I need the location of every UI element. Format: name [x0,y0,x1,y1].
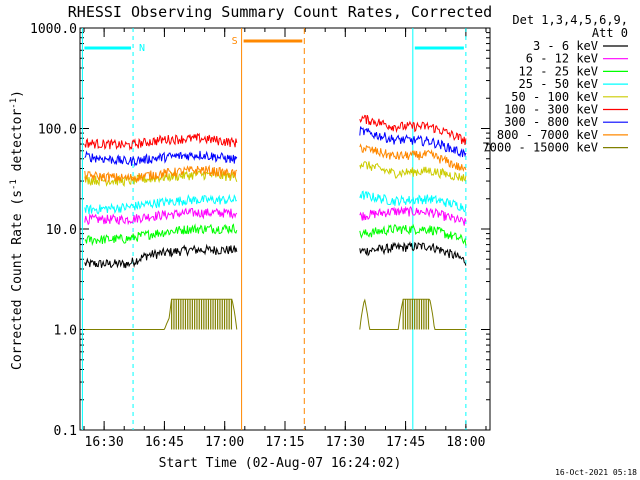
series-line-segment-2 [359,241,467,266]
series-2 [84,205,467,226]
series-1 [84,241,467,269]
legend-label: 300 - 800 keV [504,115,598,129]
series-8 [84,143,467,184]
series-line-segment-2 [359,114,467,145]
y-tick-label: 10.0 [46,223,77,238]
x-axis-label: Start Time (02-Aug-07 16:24:02) [159,456,402,471]
series-7 [84,126,467,167]
legend-label: 12 - 25 keV [519,64,598,78]
legend-label: 800 - 7000 keV [497,128,598,142]
series-3 [84,223,467,247]
plot-area: 1000.0 100.0 10.0 1.0 0.1 16:30 16:45 17:00 17:1… [30,22,491,450]
legend-entry: 3 - 6 keV [533,39,628,53]
series-line-segment-2 [359,205,467,226]
legend-entry: 300 - 800 keV [504,115,628,129]
legend-entry: 12 - 25 keV [519,64,628,78]
chart-title: RHESSI Observing Summary Count Rates, Co… [68,3,492,21]
series-line-segment-1 [84,169,238,188]
y-tick-label: 1.0 [54,324,77,339]
y-axis-label-sup2: -1 [9,98,19,109]
y-axis-label-end: ) [10,90,25,98]
series-5 [84,161,467,188]
y-axis-label-sup1: -1 [9,179,19,190]
legend-label: 50 - 100 keV [511,90,598,104]
legend-entry: 25 - 50 keV [519,77,628,91]
x-tick-label: 16:30 [85,435,124,450]
legend-label: 6 - 12 keV [526,52,598,66]
series-line-segment-1 [84,164,238,184]
night-label: N [139,43,145,54]
series-line-segment-2 [359,223,467,246]
y-tick-label: 100.0 [38,123,77,138]
legend-entry: 7000 - 15000 keV [482,141,628,155]
legend-header-detectors: Det 1,3,4,5,6,9, [512,13,628,27]
timestamp: 16-Oct-2021 05:18 [555,468,637,477]
y-axis-label: Corrected Count Rate (s-1 detector-1) [9,90,25,370]
series-9 [84,298,466,330]
series-line-segment-1 [84,193,237,215]
series-line-segment-2 [359,161,467,182]
series-line-segment-2 [359,126,467,158]
series-line-segment-1 [84,132,238,151]
legend-header-attenuator: Att 0 [592,26,628,40]
series-line-segment-1 [84,150,238,167]
series-line-segment-2 [359,190,467,213]
legend-entry: 800 - 7000 keV [497,128,628,142]
y-tick-label: 1000.0 [30,22,77,37]
legend-entry: 50 - 100 keV [511,90,628,104]
x-tick-label: 17:45 [386,435,425,450]
series-line-segment-2 [359,298,466,330]
x-tick-label: 16:45 [145,435,184,450]
x-tick-label: 17:15 [265,435,304,450]
legend-label: 7000 - 15000 keV [482,141,598,155]
series-6 [84,114,467,151]
series-line-segment-1 [84,207,238,226]
x-tick-label: 17:00 [205,435,244,450]
legend-label: 25 - 50 keV [519,77,598,91]
series-line-segment-2 [359,143,467,172]
y-tick-label: 0.1 [54,424,77,439]
series-line-segment-1 [84,243,238,269]
y-axis-label-mid: detector [10,109,25,180]
legend-entry: 100 - 300 keV [504,103,628,117]
y-axis-label-main: Corrected Count Rate (s [10,190,25,370]
legend-entry: 6 - 12 keV [526,52,628,66]
series-line-segment-1 [84,223,238,247]
series-4 [84,190,467,215]
legend-label: 100 - 300 keV [504,103,598,117]
series-line-segment-1 [84,298,238,330]
saa-label: S [232,36,238,47]
x-tick-label: 18:00 [446,435,485,450]
legend-label: 3 - 6 keV [533,39,598,53]
x-tick-label: 17:30 [326,435,365,450]
